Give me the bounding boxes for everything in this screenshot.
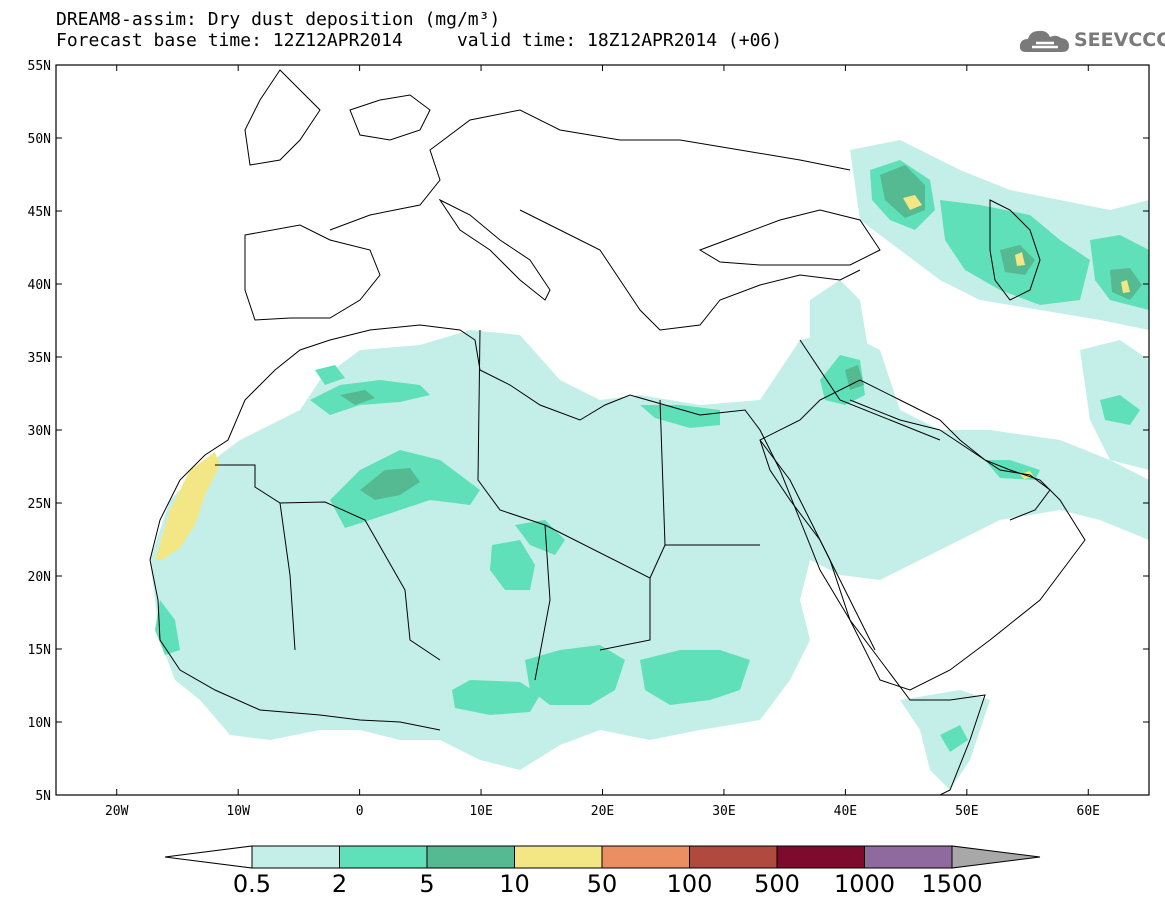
- colorbar-segment: [426, 845, 515, 869]
- lat-tick-label: 15N: [28, 643, 51, 658]
- lat-tick-label: 50N: [28, 132, 51, 147]
- lat-tick-label: 25N: [28, 497, 51, 512]
- colorbar-level-label: 2: [332, 870, 347, 898]
- logo-text: SEEVCCC: [1074, 29, 1165, 51]
- lon-tick-label: 30E: [712, 804, 735, 819]
- lat-tick-label: 20N: [28, 570, 51, 585]
- map-title: DREAM8-assim: Dry dust deposition (mg/m³…: [56, 9, 501, 30]
- lat-tick-label: 30N: [28, 424, 51, 439]
- cloud-icon: [1019, 30, 1069, 52]
- colorbar-level-label: 10: [499, 870, 530, 898]
- colorbar: 0.5 2 5 10 50 100 500 1000 1500: [164, 845, 1041, 898]
- colorbar-segment: [776, 845, 865, 869]
- colorbar-over-arrow: [951, 845, 1041, 869]
- colorbar-segment: [864, 845, 953, 869]
- colorbar-level-label: 100: [667, 870, 713, 898]
- lon-tick-label: 60E: [1077, 804, 1100, 819]
- colorbar-segment: [339, 845, 428, 869]
- latitude-axis: 55N 50N 45N 40N 35N 30N 25N 20N 15N 10N 5N: [28, 59, 1149, 804]
- lat-tick-label: 45N: [28, 205, 51, 220]
- lon-tick-label: 20E: [591, 804, 614, 819]
- colorbar-segment: [251, 845, 340, 869]
- colorbar-level-label: 0.5: [233, 870, 271, 898]
- colorbar-level-label: 1500: [921, 870, 982, 898]
- lon-tick-label: 10E: [469, 804, 492, 819]
- colorbar-level-label: 1000: [834, 870, 895, 898]
- lon-tick-label: 50E: [955, 804, 978, 819]
- lat-tick-label: 55N: [28, 59, 51, 74]
- lat-tick-label: 35N: [28, 351, 51, 366]
- lat-tick-label: 40N: [28, 278, 51, 293]
- lon-tick-label: 0: [356, 804, 364, 819]
- colorbar-segment: [601, 845, 690, 869]
- colorbar-under-arrow: [164, 845, 253, 869]
- seevccc-logo: SEEVCCC: [1018, 26, 1165, 56]
- colorbar-segment: [689, 845, 778, 869]
- colorbar-level-label: 50: [587, 870, 618, 898]
- colorbar-level-label: 500: [754, 870, 800, 898]
- colorbar-level-label: 5: [419, 870, 434, 898]
- lon-tick-label: 10W: [226, 804, 250, 819]
- longitude-axis: 20W 10W 0 10E 20E 30E 40E 50E 60E: [105, 65, 1100, 819]
- lat-tick-label: 10N: [28, 716, 51, 731]
- lon-tick-label: 40E: [834, 804, 857, 819]
- lon-tick-label: 20W: [105, 804, 129, 819]
- deposition-fields: [150, 140, 1149, 790]
- colorbar-segment: [514, 845, 603, 869]
- lat-tick-label: 5N: [35, 789, 51, 804]
- forecast-time-line: Forecast base time: 12Z12APR2014 valid t…: [56, 30, 783, 51]
- coastlines-borders: [149, 69, 1086, 795]
